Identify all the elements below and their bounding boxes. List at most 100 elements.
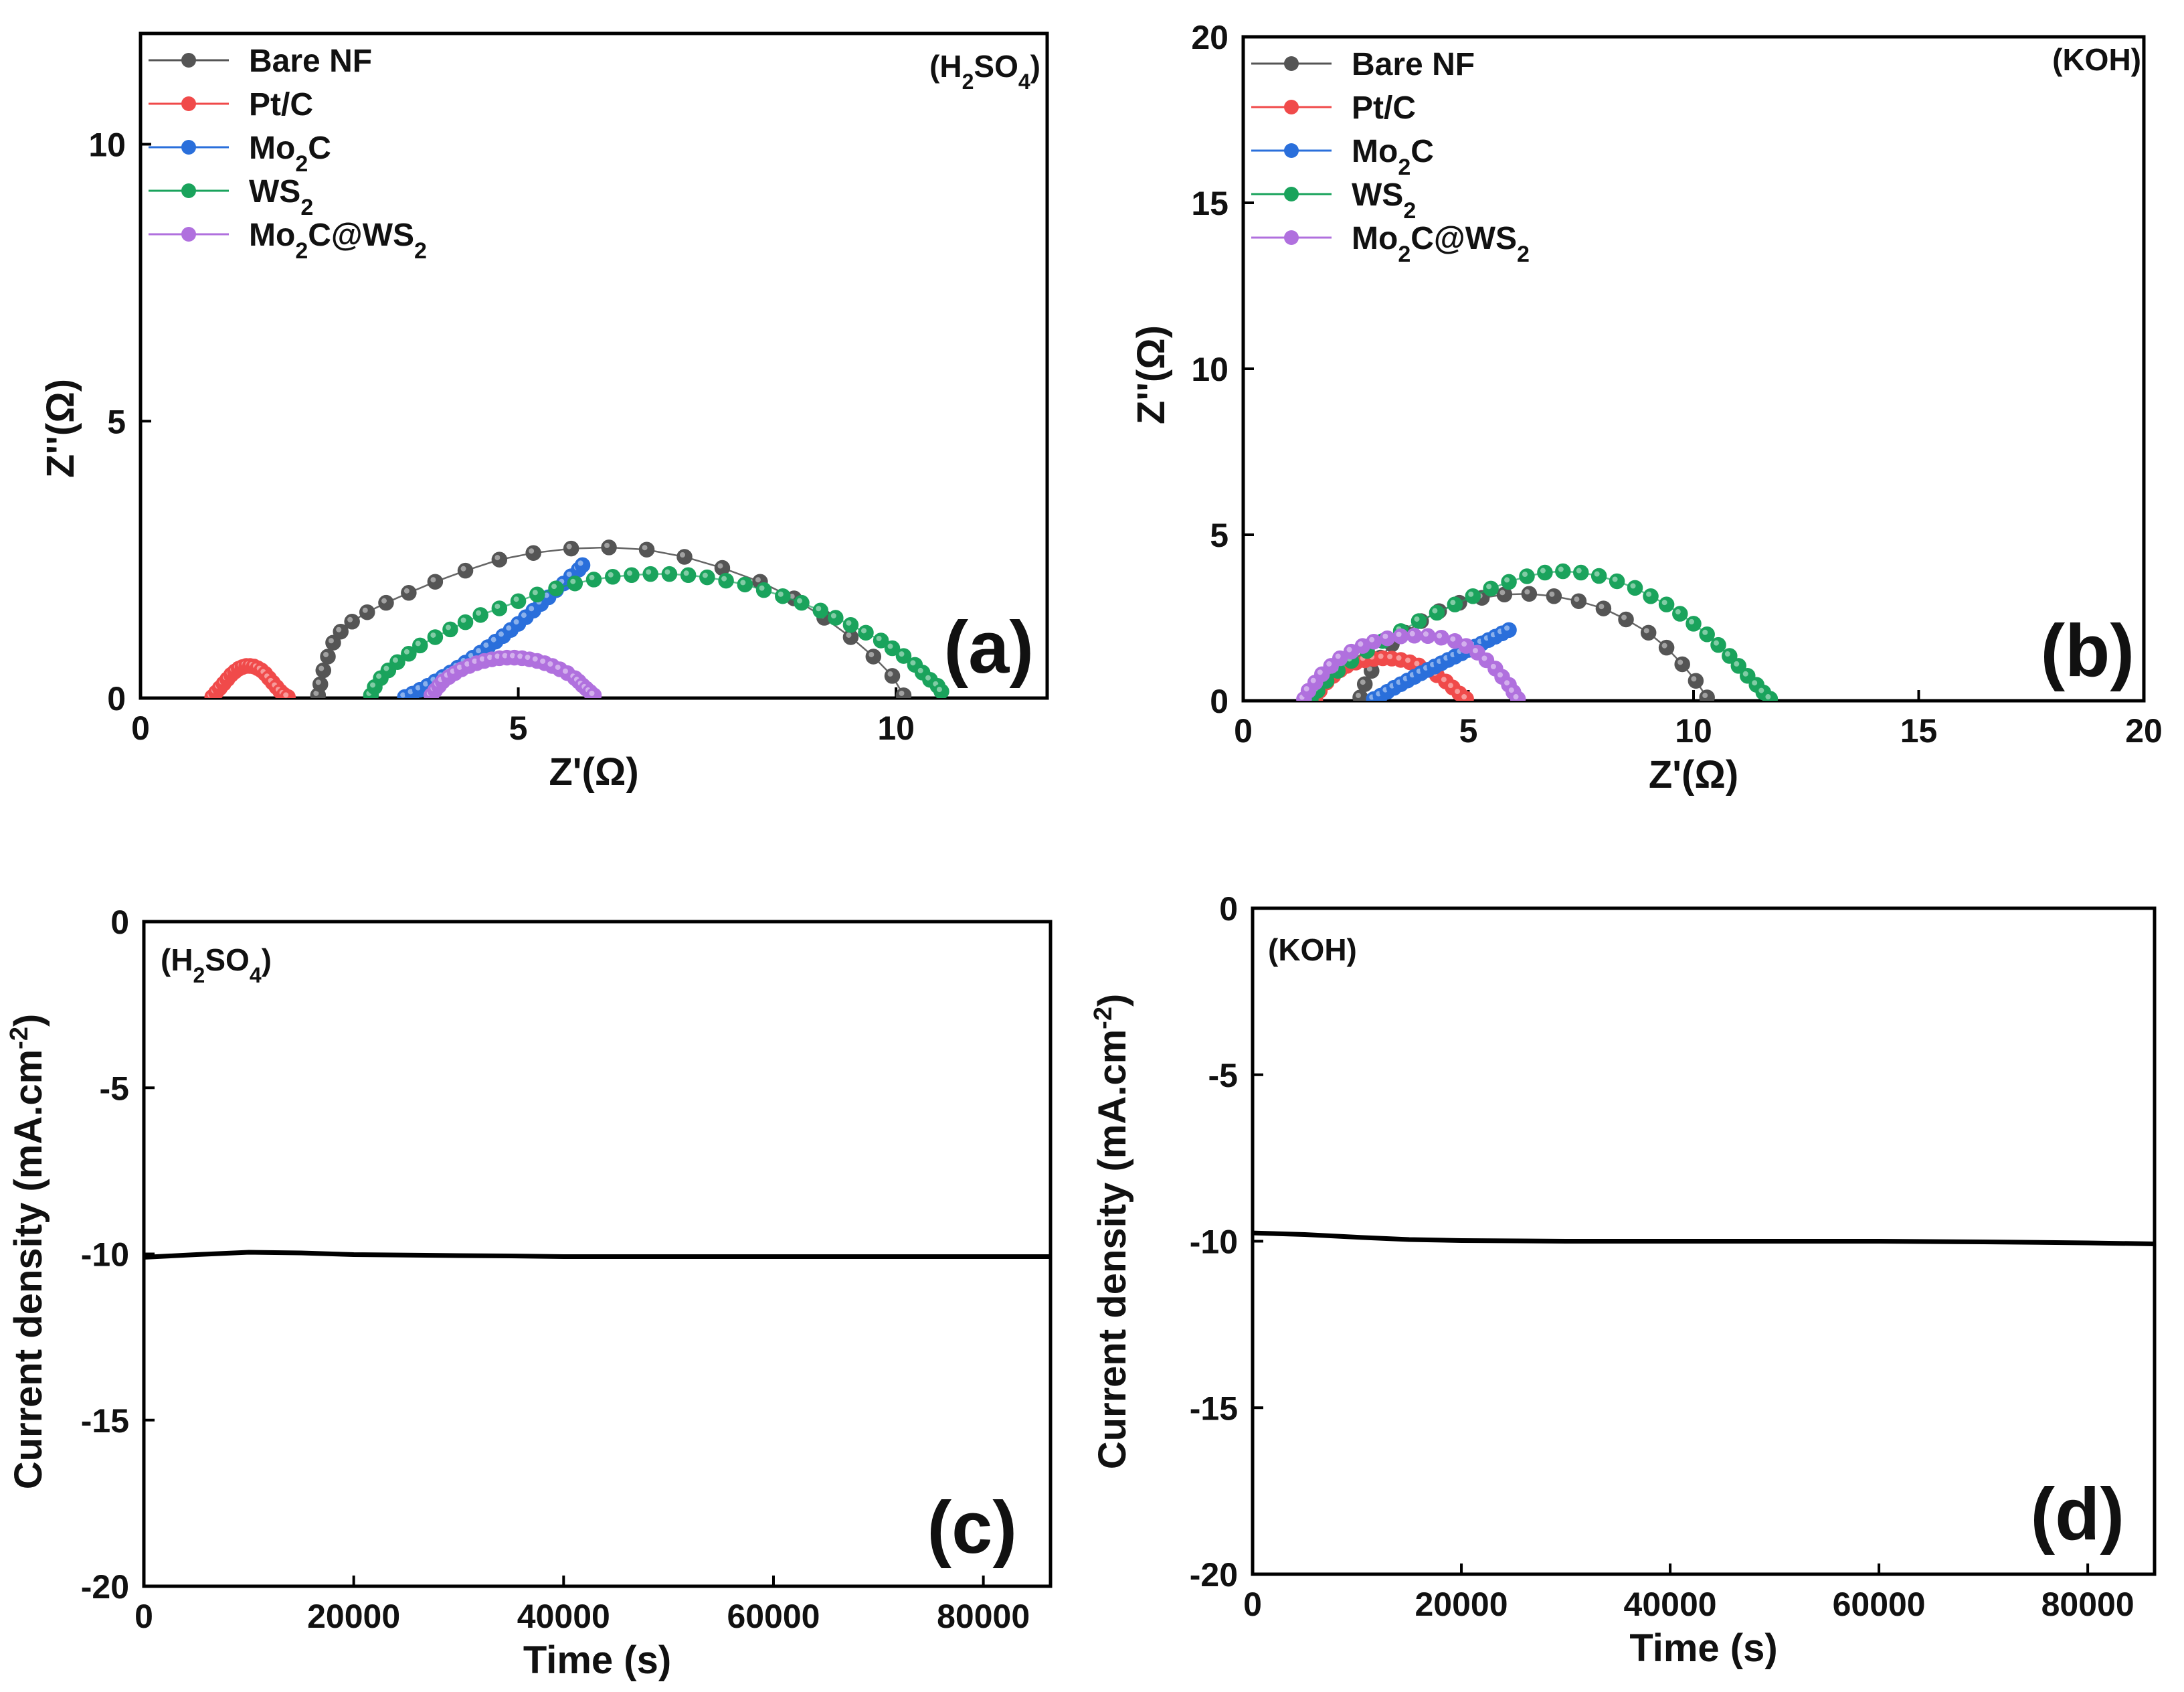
legend-label-text: WS xyxy=(1352,177,1403,213)
condition-text: (KOH) xyxy=(2052,42,2141,77)
data-point xyxy=(1762,691,1779,701)
data-point xyxy=(567,575,583,592)
data-point-highlight xyxy=(476,610,482,616)
data-point-highlight xyxy=(555,664,561,670)
data-point-highlight xyxy=(513,619,519,625)
data-point-highlight xyxy=(456,664,462,670)
x-tick-label: 40000 xyxy=(517,1598,610,1635)
data-point xyxy=(1595,600,1612,616)
data-point-highlight xyxy=(423,681,429,687)
y-tick-label: -15 xyxy=(1190,1389,1238,1427)
data-point-highlight xyxy=(517,653,523,659)
legend-label: Bare NF xyxy=(1352,47,1475,82)
data-point-highlight xyxy=(1661,643,1667,649)
data-point-highlight xyxy=(910,660,916,666)
data-point-highlight xyxy=(1576,568,1582,574)
data-point-highlight xyxy=(479,656,485,662)
data-point-highlight xyxy=(1472,648,1478,654)
data-point xyxy=(1658,596,1675,612)
data-point-highlight xyxy=(347,616,353,622)
data-point xyxy=(1722,648,1738,664)
data-area xyxy=(204,539,949,698)
y-tick-label: -10 xyxy=(81,1236,129,1274)
data-point-highlight xyxy=(1677,659,1683,665)
data-point-highlight xyxy=(1540,568,1546,574)
data-point xyxy=(510,593,527,609)
data-point-highlight xyxy=(540,658,546,664)
data-point-highlight xyxy=(494,555,500,561)
y-axis-title-text: Current density (mA.cm xyxy=(1091,1029,1134,1469)
data-point-highlight xyxy=(460,566,466,572)
y-tick-label: 0 xyxy=(1210,683,1228,720)
data-point xyxy=(401,646,417,662)
data-point-highlight xyxy=(415,685,421,691)
data-point-highlight xyxy=(917,667,923,673)
data-point xyxy=(312,676,329,693)
data-point xyxy=(1483,580,1499,597)
data-point xyxy=(491,600,508,616)
data-point-highlight xyxy=(604,542,610,548)
data-point xyxy=(1674,656,1690,673)
data-point xyxy=(333,623,349,640)
data-point xyxy=(427,629,444,645)
data-point-highlight xyxy=(1499,590,1506,596)
data-point-highlight xyxy=(1522,572,1528,577)
data-point xyxy=(389,654,405,670)
legend-label: Pt/C xyxy=(1352,90,1416,126)
data-point-highlight xyxy=(566,543,572,549)
data-point-highlight xyxy=(1497,672,1503,678)
data-point-highlight xyxy=(383,665,389,671)
data-point xyxy=(378,594,394,611)
y-tick-label: 5 xyxy=(1210,517,1228,554)
data-point-highlight xyxy=(1423,631,1429,637)
data-point-highlight xyxy=(1486,584,1492,590)
legend-item: Bare NF xyxy=(149,44,372,79)
data-point xyxy=(858,624,874,641)
legend-marker xyxy=(181,96,196,111)
data-point-highlight xyxy=(816,606,822,612)
data-point xyxy=(1406,628,1423,644)
data-point-highlight xyxy=(1574,596,1580,602)
data-point-highlight xyxy=(1405,657,1411,663)
series-mo2c xyxy=(397,557,591,698)
x-tick-label: 0 xyxy=(134,1598,153,1635)
data-point xyxy=(1429,604,1445,621)
data-point-highlight xyxy=(551,584,557,590)
data-point-highlight xyxy=(589,574,595,580)
data-point-highlight xyxy=(529,606,535,612)
data-point-highlight xyxy=(547,661,553,667)
y-axis-title-superscript: -2 xyxy=(5,1027,33,1049)
panel-b: 0 5 10 15 20 0 5 10 15 20 Z'(Ω) Z''(Ω) (KOH) (b) Bare … xyxy=(1129,19,2163,796)
data-point xyxy=(359,604,375,620)
data-area xyxy=(1296,563,1779,701)
legend-label-subscript: 2 xyxy=(300,195,313,220)
data-point-highlight xyxy=(1414,661,1420,667)
data-point-highlight xyxy=(680,552,685,558)
data-point-highlight xyxy=(1387,654,1393,660)
data-point xyxy=(320,649,336,665)
data-point-highlight xyxy=(506,625,512,631)
data-point-highlight xyxy=(846,632,852,638)
data-point xyxy=(585,572,602,588)
data-point-highlight xyxy=(830,613,836,619)
data-point xyxy=(1688,673,1704,689)
x-tick-label: 20000 xyxy=(1415,1586,1508,1623)
legend-label: WS2 xyxy=(249,174,313,220)
condition-text: (H xyxy=(929,49,962,84)
data-point-highlight xyxy=(1524,589,1530,595)
data-point-highlight xyxy=(646,569,652,575)
x-tick-label: 5 xyxy=(509,709,528,747)
data-point-highlight xyxy=(899,690,905,696)
data-point xyxy=(1537,564,1553,581)
data-point xyxy=(1672,606,1688,622)
legend-label-subscript: 2 xyxy=(414,238,427,264)
data-point-highlight xyxy=(664,569,670,575)
legend-marker xyxy=(181,53,196,68)
data-point-highlight xyxy=(532,656,538,662)
x-tick-label: 5 xyxy=(1459,712,1478,750)
data-point xyxy=(401,585,417,601)
series-mo2c-ws2 xyxy=(1296,628,1526,701)
x-tick-label: 80000 xyxy=(2041,1586,2134,1623)
legend-marker xyxy=(1284,187,1299,201)
legend-label-subscript: 2 xyxy=(1403,198,1416,224)
